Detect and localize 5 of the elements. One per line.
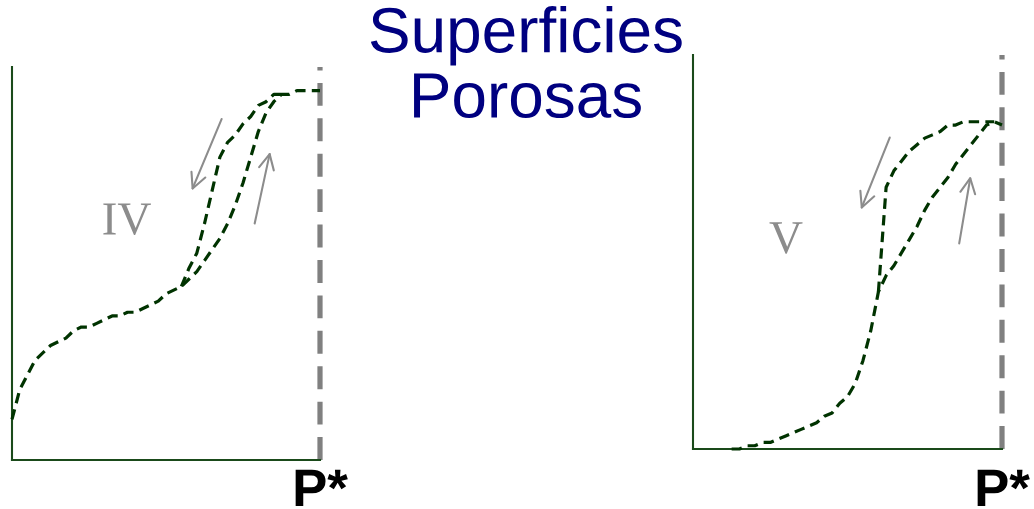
chart-title: Superficies Porosas xyxy=(370,6,682,119)
annotation: V xyxy=(769,222,803,254)
x-axis-title: P* xyxy=(295,469,348,506)
annotation: IV xyxy=(103,203,151,236)
x-axis-title: P* xyxy=(977,469,1030,506)
